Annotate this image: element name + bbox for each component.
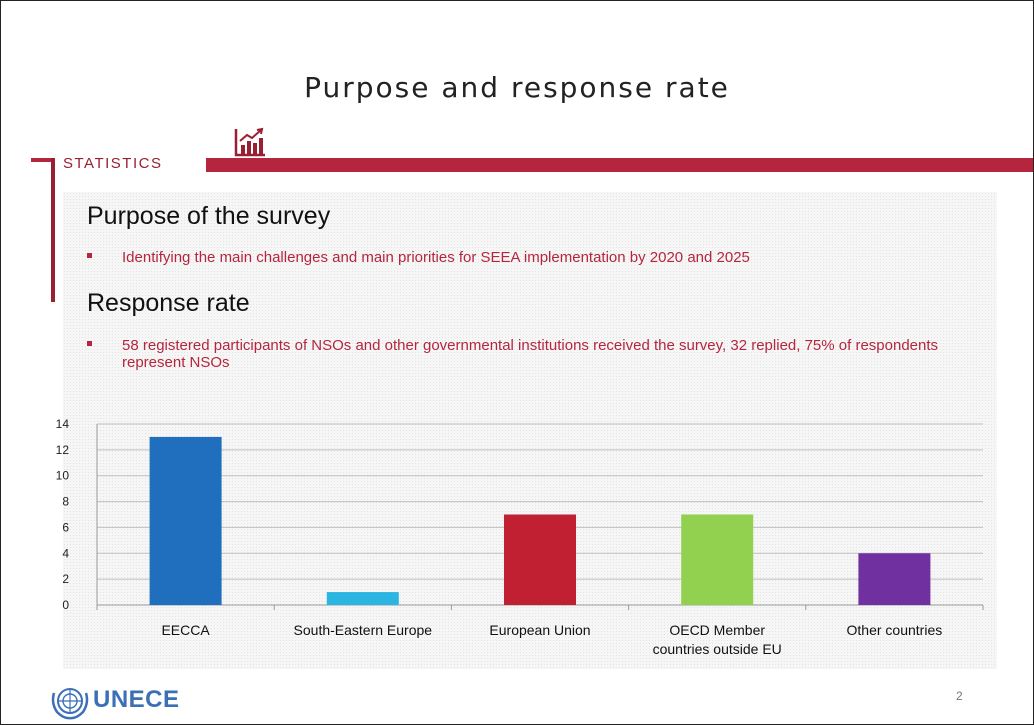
bullet-text: Identifying the main challenges and main… [122,249,750,266]
un-emblem-icon [51,688,89,720]
section-heading: Purpose of the survey [87,202,331,230]
y-tick-label: 8 [62,495,69,509]
bullet-marker [87,341,92,346]
y-tick-label: 14 [56,417,70,431]
page-number: 2 [956,689,963,703]
y-tick-label: 10 [56,469,70,483]
tag-strip [31,158,53,162]
y-tick-label: 12 [56,443,70,457]
section-tag: STATISTICS [63,155,163,172]
x-tick-label: OECD Member [669,622,765,638]
unece-logo: UNECE [93,686,180,713]
y-tick-label: 4 [62,546,69,560]
bar [504,514,576,605]
section-heading: Response rate [87,289,250,317]
x-tick-label: countries outside EU [653,641,782,657]
header-bar [206,158,1033,172]
bar [858,553,931,605]
y-tick-label: 0 [62,598,69,612]
chart-growth-icon [234,127,265,157]
y-tick-label: 6 [62,520,69,534]
bullet-marker [87,253,92,258]
bar-chart: 0 2 4 6 8 10 12 14 EECCA South-Eastern Europe Euro… [56,417,984,657]
slide-title: Purpose and response rate [304,71,730,104]
x-tick-label: European Union [489,622,590,638]
bar [681,514,754,605]
y-tick-label: 2 [62,572,69,586]
bar [149,436,222,605]
x-tick-label: South-Eastern Europe [294,622,433,638]
bullet-item: 58 registered participants of NSOs and o… [87,337,987,371]
x-tick-label: EECCA [161,622,210,638]
left-rule [51,158,55,302]
bullet-text: 58 registered participants of NSOs and o… [122,337,939,371]
x-tick-label: Other countries [847,622,943,638]
bar [326,592,399,605]
bullet-item: Identifying the main challenges and main… [87,249,987,266]
